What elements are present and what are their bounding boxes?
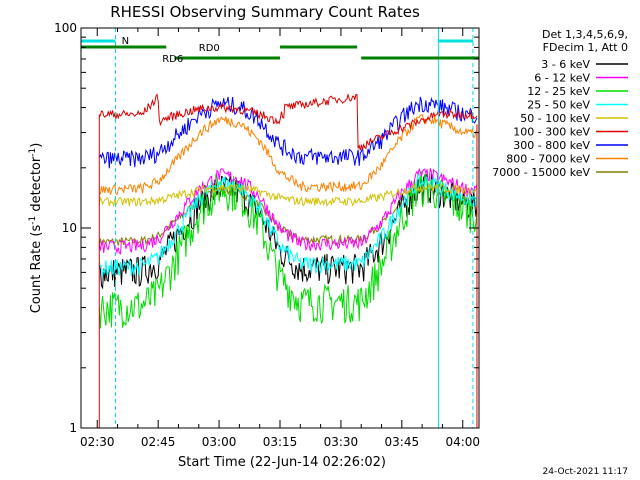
legend-header-1: Det 1,3,4,5,6,9, — [542, 28, 628, 41]
legend-label: 800 - 7000 keV — [506, 153, 590, 166]
y-axis-label: Count Rate (s-1 detector-1) — [28, 143, 44, 314]
rd0-label: RD0 — [199, 43, 220, 54]
y-axis: 1 10 100 — [54, 21, 479, 435]
legend-label: 300 - 800 keV — [513, 139, 590, 152]
series-line — [98, 171, 478, 329]
x-axis-label: Start Time (22-Jun-14 02:26:02) — [178, 455, 386, 470]
x-tick-label: 03:45 — [385, 435, 420, 449]
legend: Det 1,3,4,5,6,9, FDecim 1, Att 0 3 - 6 k… — [492, 28, 628, 179]
series-line — [98, 173, 478, 277]
series-line — [98, 93, 478, 151]
x-tick-label: 03:15 — [263, 435, 298, 449]
x-tick-label: 03:00 — [202, 435, 237, 449]
x-tick-label: 02:45 — [141, 435, 176, 449]
x-tick-label: 04:00 — [445, 435, 480, 449]
chart-title: RHESSI Observing Summary Count Rates — [110, 3, 420, 21]
legend-label: 3 - 6 keV — [541, 58, 590, 71]
night-label: N — [122, 36, 129, 47]
timestamp: 24-Oct-2021 11:17 — [543, 467, 628, 477]
legend-label: 6 - 12 keV — [534, 72, 590, 85]
y-tick-label: 10 — [62, 221, 77, 235]
series-line — [98, 167, 478, 255]
legend-label: 25 - 50 keV — [527, 99, 590, 112]
y-tick-label: 1 — [69, 421, 77, 435]
series-line — [98, 182, 478, 207]
y-tick-label: 100 — [54, 21, 77, 35]
legend-header-2: FDecim 1, Att 0 — [543, 41, 628, 54]
legend-label: 12 - 25 keV — [527, 85, 590, 98]
legend-label: 7000 - 15000 keV — [492, 166, 590, 179]
x-tick-label: 03:30 — [324, 435, 359, 449]
x-axis: 02:30 02:45 03:00 03:15 03:30 03:45 04:00 — [80, 28, 480, 449]
rd6-label: RD6 — [162, 54, 183, 65]
legend-label: 50 - 100 keV — [520, 112, 590, 125]
series-line — [98, 114, 478, 196]
series-line — [98, 96, 478, 169]
series-layer — [98, 93, 478, 428]
legend-label: 100 - 300 keV — [513, 126, 590, 139]
x-tick-label: 02:30 — [80, 435, 115, 449]
